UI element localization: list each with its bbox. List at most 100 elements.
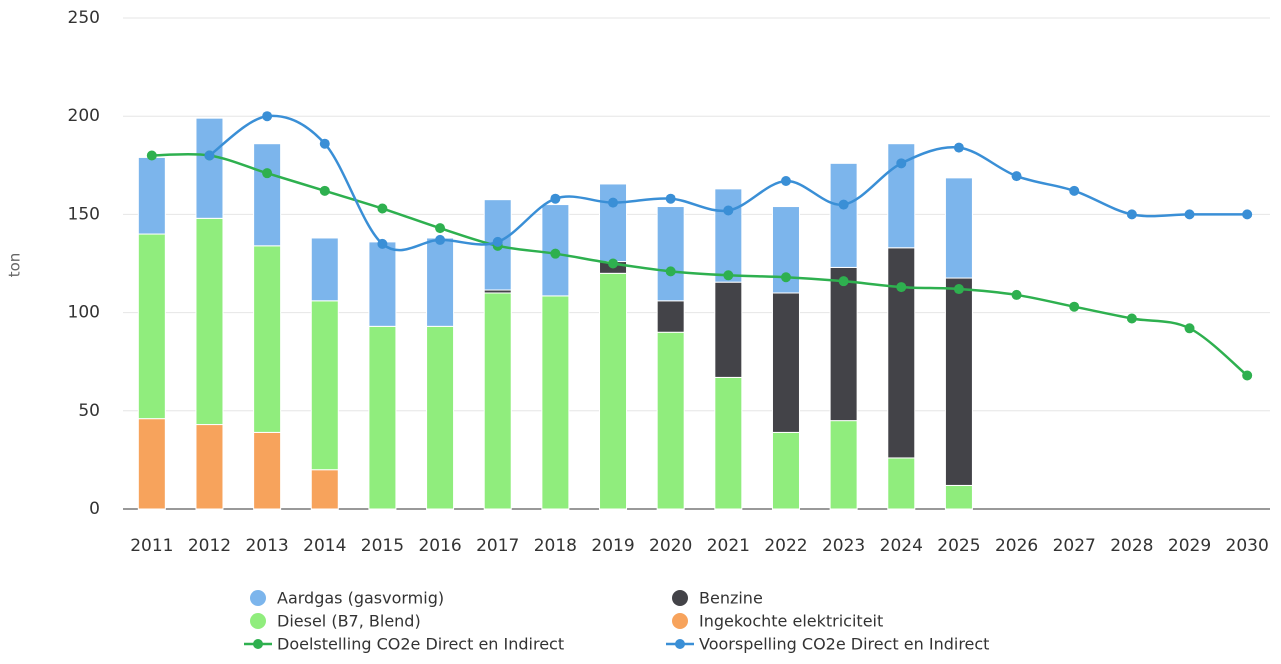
bar-segment bbox=[599, 183, 628, 263]
bar-segment bbox=[714, 188, 743, 283]
bar-segment bbox=[426, 237, 455, 327]
bar-segment bbox=[195, 117, 224, 219]
x-tick-label: 2019 bbox=[591, 536, 634, 556]
x-tick-label: 2020 bbox=[649, 536, 692, 556]
line-marker bbox=[896, 282, 907, 293]
bar-segment bbox=[368, 325, 397, 510]
line-marker bbox=[377, 238, 388, 249]
y-tick-label: 100 bbox=[68, 303, 100, 323]
bar-segment bbox=[137, 156, 166, 235]
x-tick-label: 2017 bbox=[476, 536, 519, 556]
legend-label: Benzine bbox=[699, 589, 763, 608]
line-marker bbox=[953, 142, 964, 153]
bar-segment bbox=[944, 277, 973, 486]
bar-segment bbox=[771, 292, 800, 433]
legend-symbol bbox=[250, 590, 266, 606]
legend-symbol bbox=[253, 639, 263, 649]
line-marker bbox=[953, 284, 964, 295]
bar-segment bbox=[253, 143, 282, 247]
line-marker bbox=[1184, 323, 1195, 334]
bar-segment bbox=[829, 420, 858, 510]
bar-segment bbox=[771, 431, 800, 510]
x-tick-label: 2012 bbox=[188, 536, 231, 556]
line-marker bbox=[492, 236, 503, 247]
line-marker bbox=[608, 197, 619, 208]
line-marker bbox=[319, 185, 330, 196]
x-tick-label: 2016 bbox=[418, 536, 461, 556]
x-tick-label: 2027 bbox=[1053, 536, 1096, 556]
line-marker bbox=[723, 270, 734, 281]
x-tick-label: 2022 bbox=[764, 536, 807, 556]
x-tick-label: 2018 bbox=[534, 536, 577, 556]
bar-segment bbox=[829, 162, 858, 268]
legend-label: Ingekochte elektriciteit bbox=[699, 612, 883, 631]
x-tick-label: 2030 bbox=[1226, 536, 1269, 556]
y-tick-label: 50 bbox=[78, 401, 100, 421]
bar-segment bbox=[714, 281, 743, 378]
legend-label: Diesel (B7, Blend) bbox=[277, 612, 421, 631]
line-marker bbox=[377, 203, 388, 214]
line-marker bbox=[1126, 313, 1137, 324]
bar-segment bbox=[656, 300, 685, 333]
line-marker bbox=[1126, 209, 1137, 220]
bar-segment bbox=[310, 237, 339, 302]
bar-segment bbox=[714, 376, 743, 510]
line-marker bbox=[896, 158, 907, 169]
x-tick-label: 2028 bbox=[1110, 536, 1153, 556]
line-marker bbox=[435, 223, 446, 234]
line-marker bbox=[665, 266, 676, 277]
x-tick-label: 2025 bbox=[937, 536, 980, 556]
x-tick-label: 2026 bbox=[995, 536, 1038, 556]
bar-segment bbox=[426, 325, 455, 510]
line-marker bbox=[665, 193, 676, 204]
bar-segment bbox=[310, 469, 339, 510]
legend: Aardgas (gasvormig) Benzine Diesel (B7, Bl… bbox=[244, 589, 989, 654]
line-marker bbox=[1242, 370, 1253, 381]
line-marker bbox=[262, 111, 273, 122]
x-tick-label: 2029 bbox=[1168, 536, 1211, 556]
line-marker bbox=[1184, 209, 1195, 220]
line-marker bbox=[723, 205, 734, 216]
legend-symbol bbox=[675, 639, 685, 649]
bar-segment bbox=[368, 241, 397, 327]
bar-segment bbox=[944, 177, 973, 279]
line-marker bbox=[838, 199, 849, 210]
legend-label: Doelstelling CO2e Direct en Indirect bbox=[277, 635, 564, 654]
bar-segment bbox=[195, 217, 224, 426]
bar-segment bbox=[310, 300, 339, 471]
x-tick-label: 2013 bbox=[245, 536, 288, 556]
bar-segment bbox=[253, 431, 282, 510]
line-marker bbox=[780, 272, 791, 283]
bar-segment bbox=[887, 247, 916, 459]
line-marker bbox=[435, 234, 446, 245]
line-marker bbox=[780, 176, 791, 187]
x-tick-label: 2023 bbox=[822, 536, 865, 556]
line-marker bbox=[550, 193, 561, 204]
legend-symbol bbox=[672, 590, 688, 606]
line-marker bbox=[146, 150, 157, 161]
y-tick-label: 250 bbox=[68, 8, 100, 28]
legend-symbol bbox=[672, 613, 688, 629]
bar-segment bbox=[483, 292, 512, 510]
bar-segment bbox=[599, 272, 628, 510]
x-tick-label: 2024 bbox=[880, 536, 923, 556]
bar-segment bbox=[541, 295, 570, 510]
legend-symbol bbox=[250, 613, 266, 629]
line-marker bbox=[1069, 185, 1080, 196]
y-tick-label: 0 bbox=[89, 499, 100, 519]
x-tick-label: 2015 bbox=[361, 536, 404, 556]
x-tick-label: 2011 bbox=[130, 536, 173, 556]
line-marker bbox=[262, 168, 273, 179]
bar-segment bbox=[195, 424, 224, 510]
bar-segment bbox=[137, 233, 166, 420]
line-marker bbox=[1011, 171, 1022, 182]
bar-segment bbox=[829, 266, 858, 422]
bar-segment bbox=[887, 457, 916, 510]
line-marker bbox=[608, 258, 619, 269]
y-axis-label: ton bbox=[6, 253, 24, 278]
legend-label: Voorspelling CO2e Direct en Indirect bbox=[699, 635, 989, 654]
x-tick-label: 2014 bbox=[303, 536, 346, 556]
x-tick-label: 2021 bbox=[707, 536, 750, 556]
line-marker bbox=[550, 248, 561, 259]
line-marker bbox=[838, 276, 849, 287]
